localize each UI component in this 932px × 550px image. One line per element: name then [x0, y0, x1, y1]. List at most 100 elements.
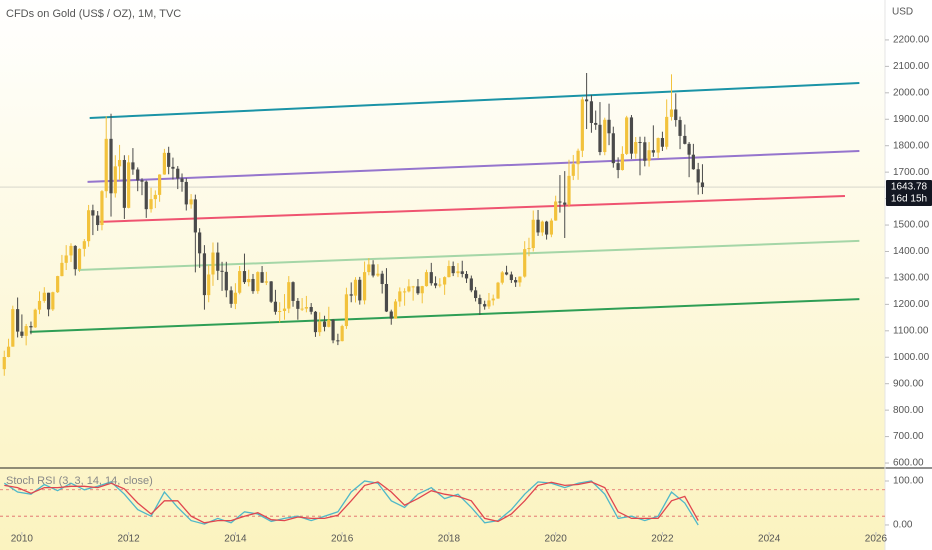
candle-body: [322, 321, 327, 327]
candle-body: [20, 331, 24, 336]
candle-body: [224, 271, 228, 291]
candle-body: [296, 300, 300, 309]
y-tick-label: 600.00: [893, 458, 924, 469]
candle-body: [327, 319, 331, 327]
candle-body: [700, 182, 705, 188]
candle-body: [384, 284, 389, 312]
y-tick-label: 100.00: [893, 476, 924, 487]
candle-body: [6, 346, 11, 357]
candle-body: [309, 307, 313, 312]
candle-body: [340, 326, 344, 342]
candle-body: [131, 162, 135, 170]
candle-body: [580, 99, 584, 151]
candle-body: [416, 286, 420, 294]
candle-body: [64, 255, 68, 263]
candle-body: [589, 101, 594, 123]
candle-body: [287, 282, 291, 309]
candle-body: [278, 310, 282, 312]
candle-body: [380, 273, 384, 285]
candle-body: [198, 232, 202, 254]
candle-body: [60, 262, 64, 277]
candle-body: [603, 119, 607, 153]
candle-body: [558, 201, 562, 203]
candle-body: [473, 290, 478, 299]
candle-body: [264, 281, 268, 283]
price-tag-value: 1643.78: [891, 182, 928, 193]
indicator-title: Stoch RSI (3, 3, 14, 14, close): [6, 475, 153, 487]
candle-body: [607, 119, 611, 134]
trend-line: [99, 194, 846, 223]
candle-body: [674, 109, 678, 121]
y-tick-label: 800.00: [893, 405, 924, 416]
candle-body: [625, 117, 629, 154]
candle-body: [398, 291, 402, 302]
y-tick-label: 0.00: [893, 520, 913, 531]
y-tick-label: 2000.00: [893, 87, 930, 98]
currency-label: USD: [892, 7, 913, 18]
candle-body: [438, 284, 442, 286]
candle-body: [247, 278, 251, 283]
candle-body: [229, 290, 233, 304]
candle-body: [487, 300, 491, 307]
candle-body: [42, 292, 46, 301]
indicator-line: [3, 480, 699, 526]
y-tick-label: 1000.00: [893, 352, 930, 363]
candle-body: [691, 154, 695, 170]
y-tick-label: 1300.00: [893, 273, 930, 284]
candle-body: [291, 282, 295, 301]
x-tick-label: 2024: [758, 534, 781, 545]
candle-body: [353, 279, 358, 296]
candle-body: [544, 221, 549, 235]
candle-body: [647, 150, 651, 161]
x-tick-label: 2012: [118, 534, 141, 545]
candle-body: [336, 340, 340, 342]
candle-body: [500, 272, 504, 283]
x-tick-label: 2020: [545, 534, 568, 545]
candle-body: [393, 301, 398, 319]
candle-body: [594, 122, 598, 125]
candle-body: [344, 294, 349, 327]
candle-body: [491, 298, 495, 301]
candle-body: [389, 311, 393, 319]
plot-background: [0, 0, 885, 550]
candle-body: [643, 142, 647, 161]
candle-body: [2, 356, 6, 370]
candle-body: [349, 294, 353, 296]
candle-body: [362, 272, 367, 301]
candle-body: [571, 164, 575, 176]
candle-body: [523, 249, 527, 277]
candle-body: [77, 248, 82, 270]
candle-body: [207, 274, 211, 296]
y-tick-label: 1200.00: [893, 299, 930, 310]
trend-line: [29, 298, 860, 333]
candle-body: [136, 169, 140, 181]
candle-body: [518, 276, 522, 283]
candle-body: [109, 138, 113, 194]
candle-body: [100, 191, 104, 226]
x-tick-label: 2010: [11, 534, 34, 545]
candle-body: [376, 273, 380, 276]
candle-body: [238, 271, 242, 293]
candle-body: [180, 178, 184, 182]
candle-body: [656, 138, 660, 153]
layer: 600.00 700.00 800.00 900.00 1000.00 1100.00 12…: [0, 35, 932, 545]
candle-body: [403, 291, 407, 293]
candle-body: [629, 117, 634, 154]
candle-body: [313, 311, 318, 333]
candle-body: [153, 194, 157, 200]
trend-line: [89, 82, 860, 119]
candle-body: [216, 252, 220, 271]
candle-body: [87, 210, 91, 242]
candle-body: [46, 292, 51, 310]
candle-body: [504, 272, 509, 275]
candle-body: [696, 169, 700, 183]
y-tick-label: 1500.00: [893, 220, 930, 231]
candle-body: [56, 276, 60, 293]
candle-body: [598, 124, 602, 153]
trend-line: [77, 239, 860, 271]
candle-body: [202, 253, 207, 296]
candle-body: [220, 270, 224, 272]
candle-body: [460, 271, 464, 274]
candle-body: [273, 301, 278, 312]
